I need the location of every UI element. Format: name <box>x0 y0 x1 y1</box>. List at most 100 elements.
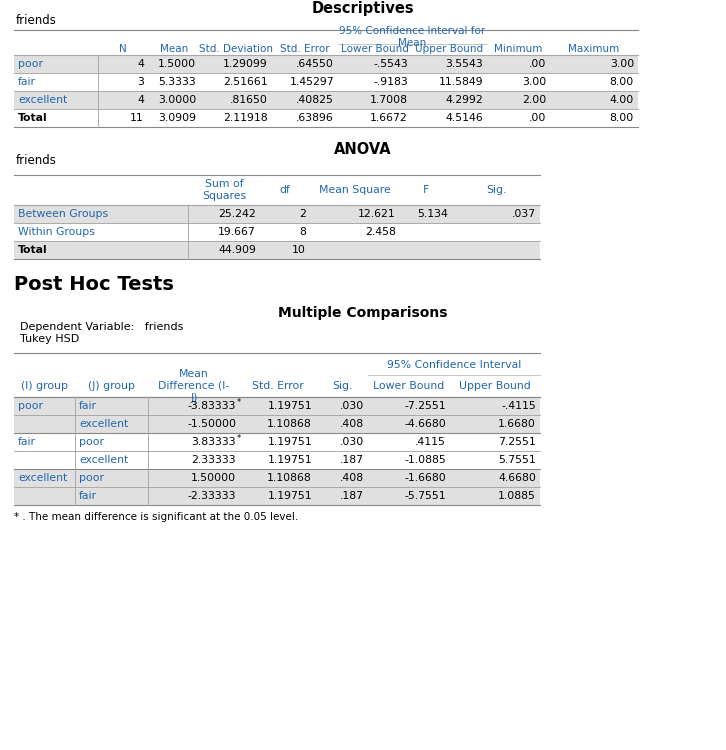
Text: -7.2551: -7.2551 <box>404 401 446 411</box>
Bar <box>14 205 540 223</box>
Text: -.4115: -.4115 <box>501 401 536 411</box>
Bar <box>14 469 540 487</box>
Bar <box>14 241 540 259</box>
Text: 2.33333: 2.33333 <box>192 455 236 465</box>
Text: F: F <box>423 185 429 195</box>
Text: -.9183: -.9183 <box>373 77 408 87</box>
Text: 1.29099: 1.29099 <box>224 59 268 69</box>
Text: Std. Deviation: Std. Deviation <box>199 44 273 55</box>
Text: .187: .187 <box>340 491 364 501</box>
Text: 1.10868: 1.10868 <box>267 473 312 483</box>
Text: 11: 11 <box>130 113 144 123</box>
Text: 1.19751: 1.19751 <box>267 437 312 447</box>
Text: Multiple Comparisons: Multiple Comparisons <box>278 306 448 320</box>
Text: Upper Bound: Upper Bound <box>459 381 531 391</box>
Text: 1.6672: 1.6672 <box>370 113 408 123</box>
Text: *: * <box>237 398 241 406</box>
Bar <box>14 487 540 505</box>
Text: (J) group: (J) group <box>88 381 135 391</box>
Text: .63896: .63896 <box>296 113 334 123</box>
Text: .40825: .40825 <box>296 95 334 105</box>
Text: 8: 8 <box>299 227 306 237</box>
Text: 5.134: 5.134 <box>417 209 448 219</box>
Text: 3.83333: 3.83333 <box>192 437 236 447</box>
Text: Std. Error: Std. Error <box>280 44 330 55</box>
Text: Minimum: Minimum <box>494 44 543 55</box>
Text: .030: .030 <box>340 437 364 447</box>
Text: excellent: excellent <box>79 419 129 429</box>
Text: .408: .408 <box>340 473 364 483</box>
Text: -2.33333: -2.33333 <box>187 491 236 501</box>
Text: Mean Square: Mean Square <box>319 185 391 195</box>
Text: 1.19751: 1.19751 <box>267 491 312 501</box>
Text: -1.6680: -1.6680 <box>404 473 446 483</box>
Text: 4.5146: 4.5146 <box>445 113 483 123</box>
Text: 3.0000: 3.0000 <box>158 95 196 105</box>
Text: .81650: .81650 <box>230 95 268 105</box>
Text: .408: .408 <box>340 419 364 429</box>
Text: Total: Total <box>18 113 48 123</box>
Bar <box>14 109 638 127</box>
Bar <box>14 397 540 415</box>
Text: 2.00: 2.00 <box>522 95 546 105</box>
Text: 3.0909: 3.0909 <box>158 113 196 123</box>
Text: 1.0885: 1.0885 <box>498 491 536 501</box>
Text: N: N <box>119 44 127 55</box>
Text: 5.7551: 5.7551 <box>498 455 536 465</box>
Text: Sig.: Sig. <box>486 185 506 195</box>
Text: 1.10868: 1.10868 <box>267 419 312 429</box>
Text: 4.00: 4.00 <box>610 95 634 105</box>
Text: 7.2551: 7.2551 <box>498 437 536 447</box>
Bar <box>14 433 540 451</box>
Text: fair: fair <box>18 77 36 87</box>
Text: fair: fair <box>79 491 97 501</box>
Text: Lower Bound: Lower Bound <box>373 381 444 391</box>
Bar <box>14 451 540 469</box>
Bar <box>14 415 540 433</box>
Text: friends: friends <box>16 14 57 28</box>
Text: Within Groups: Within Groups <box>18 227 95 237</box>
Text: Between Groups: Between Groups <box>18 209 108 219</box>
Text: .00: .00 <box>529 59 546 69</box>
Text: fair: fair <box>18 437 36 447</box>
Text: 1.5000: 1.5000 <box>158 59 196 69</box>
Text: Upper Bound: Upper Bound <box>415 44 484 55</box>
Text: 95% Confidence Interval: 95% Confidence Interval <box>387 360 521 370</box>
Text: Dependent Variable:   friends: Dependent Variable: friends <box>20 322 184 332</box>
Text: 11.5849: 11.5849 <box>439 77 483 87</box>
Text: Mean
Difference (I-
J): Mean Difference (I- J) <box>158 370 229 403</box>
Text: 5.3333: 5.3333 <box>158 77 196 87</box>
Text: 2: 2 <box>299 209 306 219</box>
Text: poor: poor <box>18 401 43 411</box>
Text: 4.6680: 4.6680 <box>498 473 536 483</box>
Text: Maximum: Maximum <box>568 44 619 55</box>
Text: .187: .187 <box>340 455 364 465</box>
Text: 4.2992: 4.2992 <box>445 95 483 105</box>
Text: 4: 4 <box>137 95 144 105</box>
Text: -4.6680: -4.6680 <box>404 419 446 429</box>
Text: excellent: excellent <box>79 455 129 465</box>
Text: Post Hoc Tests: Post Hoc Tests <box>14 275 174 295</box>
Text: .00: .00 <box>529 113 546 123</box>
Text: excellent: excellent <box>18 473 68 483</box>
Text: *: * <box>237 433 241 442</box>
Bar <box>14 73 638 91</box>
Text: 3: 3 <box>137 77 144 87</box>
Text: fair: fair <box>79 401 97 411</box>
Bar <box>14 223 540 241</box>
Text: excellent: excellent <box>18 95 68 105</box>
Bar <box>14 55 638 73</box>
Text: 4: 4 <box>137 59 144 69</box>
Text: 2.51661: 2.51661 <box>224 77 268 87</box>
Text: 25.242: 25.242 <box>219 209 256 219</box>
Bar <box>14 91 638 109</box>
Text: poor: poor <box>79 473 104 483</box>
Text: 44.909: 44.909 <box>218 245 256 255</box>
Text: 1.19751: 1.19751 <box>267 401 312 411</box>
Text: 3.00: 3.00 <box>610 59 634 69</box>
Text: -.5543: -.5543 <box>373 59 408 69</box>
Text: 2.11918: 2.11918 <box>224 113 268 123</box>
Text: .4115: .4115 <box>415 437 446 447</box>
Text: poor: poor <box>79 437 104 447</box>
Text: 1.6680: 1.6680 <box>498 419 536 429</box>
